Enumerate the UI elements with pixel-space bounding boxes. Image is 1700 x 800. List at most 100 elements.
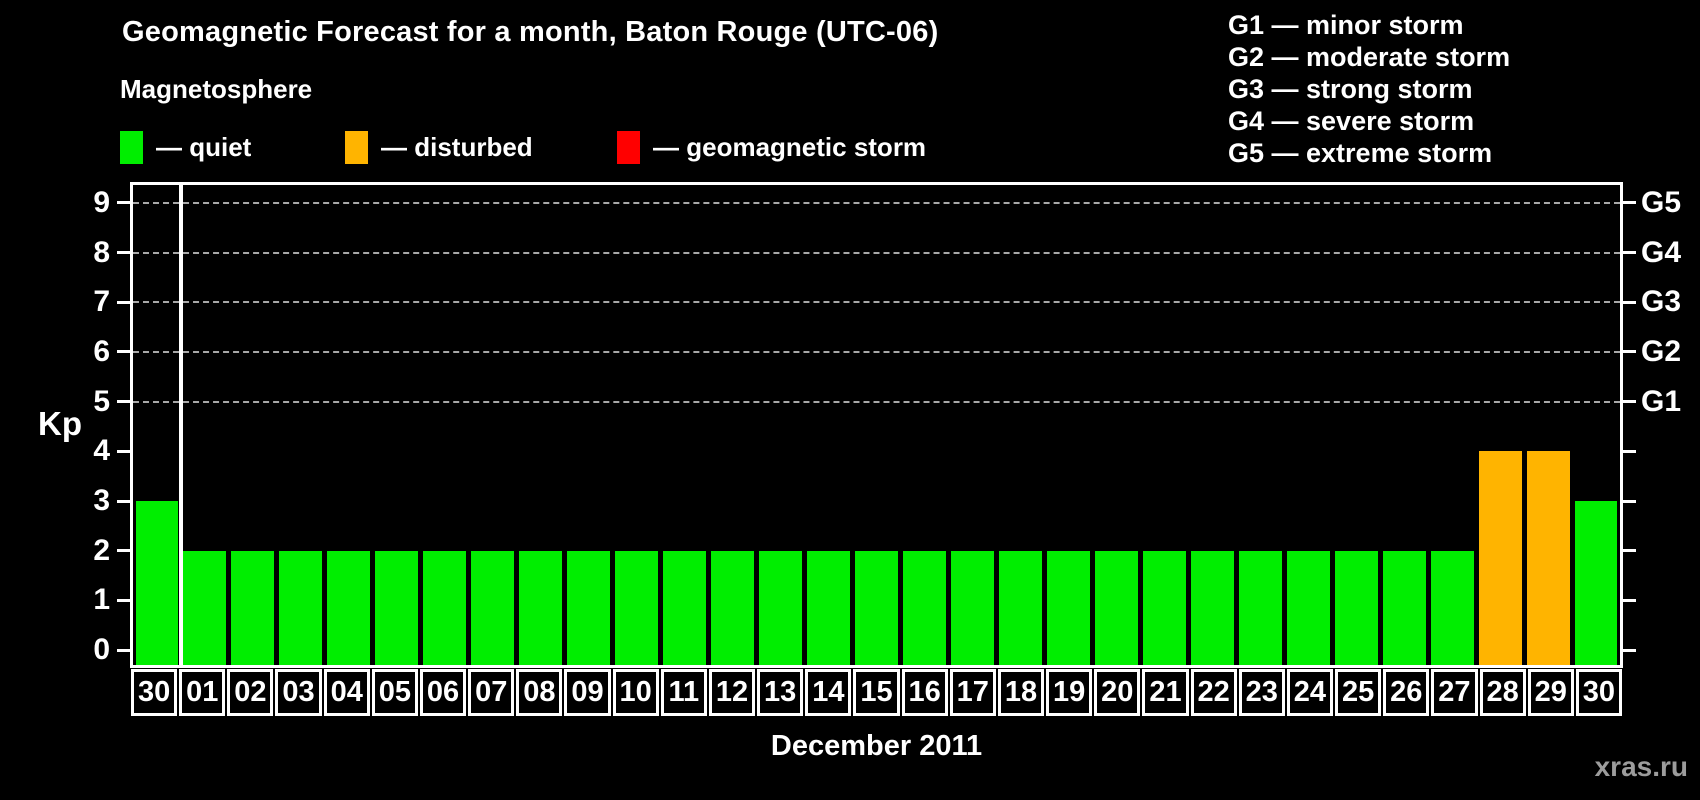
day-label-cell: 02 [227,669,274,716]
kp-tick-label: 8 [93,235,110,269]
day-label-cell: 28 [1479,669,1526,716]
kp-tick-left [117,350,130,354]
kp-bar-day-16 [902,550,946,665]
kp-bar-day-06 [423,550,467,665]
kp-tick-label: 3 [93,484,110,518]
day-label-cell: 19 [1046,669,1093,716]
kp-tick-right [1623,201,1636,205]
day-label-cell: 27 [1431,669,1478,716]
kp-bar-day-30 [1574,501,1618,665]
kp-tick-label: 2 [93,533,110,567]
day-label-cell: 05 [371,669,418,716]
legend-item-storm: — geomagnetic storm [617,130,926,164]
kp-bar-day-02 [231,550,275,665]
day-label-cell: 30 [131,669,178,716]
day-label-cell: 30 [1575,669,1622,716]
g-scale-legend-line: G2 — moderate storm [1228,42,1511,72]
kp-tick-left [117,449,130,453]
kp-bar-day-01 [183,550,227,665]
kp-tick-right [1623,251,1636,255]
kp-tick-label: 0 [93,633,110,667]
kp-tick-label: 6 [93,334,110,368]
g-axis-label-G3: G3 [1641,285,1682,319]
day-label-cell: 18 [997,669,1045,716]
kp-bar-day-04 [327,550,371,665]
x-axis-label: December 2011 [770,730,983,762]
watermark: xras.ru [1594,751,1688,782]
kp-bar-day-10 [615,550,659,665]
g-axis-label-G2: G2 [1641,334,1682,368]
kp-tick-right [1623,449,1636,453]
kp-bar-day-07 [471,550,515,665]
kp-tick-left [117,300,130,304]
kp-tick-left [117,201,130,205]
kp-bar-day-20 [1094,550,1138,665]
kp-gridline [133,400,1620,403]
chart-title: Geomagnetic Forecast for a month, Baton … [122,16,939,48]
day-label-cell: 26 [1383,669,1430,716]
storm-color-swatch [617,130,640,164]
day-label-cell: 01 [179,669,226,716]
kp-tick-left [117,251,130,255]
kp-tick-right [1623,549,1636,553]
kp-bar-day-13 [759,550,803,665]
legend-title: Magnetosphere [120,74,313,104]
kp-bar-day-11 [663,550,707,665]
day-label-cell: 10 [612,669,659,716]
kp-bar-day-25 [1334,550,1378,665]
kp-bar-day-27 [1430,550,1474,665]
day-label-cell: 07 [468,669,515,716]
month-divider-line [178,185,183,665]
kp-tick-right [1623,499,1636,503]
plot-area [130,182,1623,668]
kp-bar-day-23 [1238,550,1282,665]
disturbed-color-swatch [345,130,368,164]
kp-gridline [133,201,1620,204]
kp-tick-left [117,598,130,602]
day-label-cell: 22 [1190,669,1237,716]
kp-bar-day-09 [567,550,611,665]
day-label-cell: 25 [1335,669,1382,716]
day-label-cell: 21 [1142,669,1189,716]
g-scale-legend-line: G3 — strong storm [1228,74,1473,104]
kp-bar-day-18 [998,550,1042,665]
kp-tick-label: 1 [93,583,110,617]
day-label-cell: 03 [275,669,322,716]
day-label-cell: 12 [708,669,756,716]
kp-bar-day-19 [1046,550,1090,665]
day-label-cell: 11 [660,669,707,716]
kp-tick-left [117,549,130,553]
kp-tick-right [1623,300,1636,304]
day-label-cell: 23 [1238,669,1285,716]
legend-item-label: — geomagnetic storm [653,131,927,162]
kp-tick-right [1623,598,1636,602]
kp-gridline [133,350,1620,353]
kp-tick-label: 4 [93,434,110,468]
day-label-cell: 06 [419,669,467,716]
day-label-cell: 08 [516,669,563,716]
day-label-cell: 16 [901,669,948,716]
legend-item-disturbed: — disturbed [345,130,533,164]
kp-tick-label: 5 [93,384,110,418]
kp-bar-day-05 [375,550,419,665]
kp-bar-day-21 [1142,550,1186,665]
kp-tick-left [117,648,130,652]
kp-bar-day-29 [1526,451,1570,665]
y-axis-label: Kp [38,405,82,442]
g-axis-label-G5: G5 [1641,185,1682,219]
kp-bar-day-12 [711,550,755,665]
day-label-cell: 09 [564,669,611,716]
kp-bar-day-15 [855,550,898,665]
kp-bar-day-22 [1190,550,1234,665]
g-scale-legend-line: G5 — extreme storm [1228,138,1493,168]
day-label-cell: 04 [323,669,370,716]
kp-tick-right [1623,350,1636,354]
quiet-color-swatch [120,130,143,164]
day-label-cell: 17 [949,669,996,716]
g-scale-legend-line: G4 — severe storm [1228,106,1475,136]
day-label-cell: 14 [805,669,852,716]
day-label-cell: 29 [1527,669,1574,716]
kp-bar-day-26 [1382,550,1426,665]
kp-tick-right [1623,400,1636,404]
